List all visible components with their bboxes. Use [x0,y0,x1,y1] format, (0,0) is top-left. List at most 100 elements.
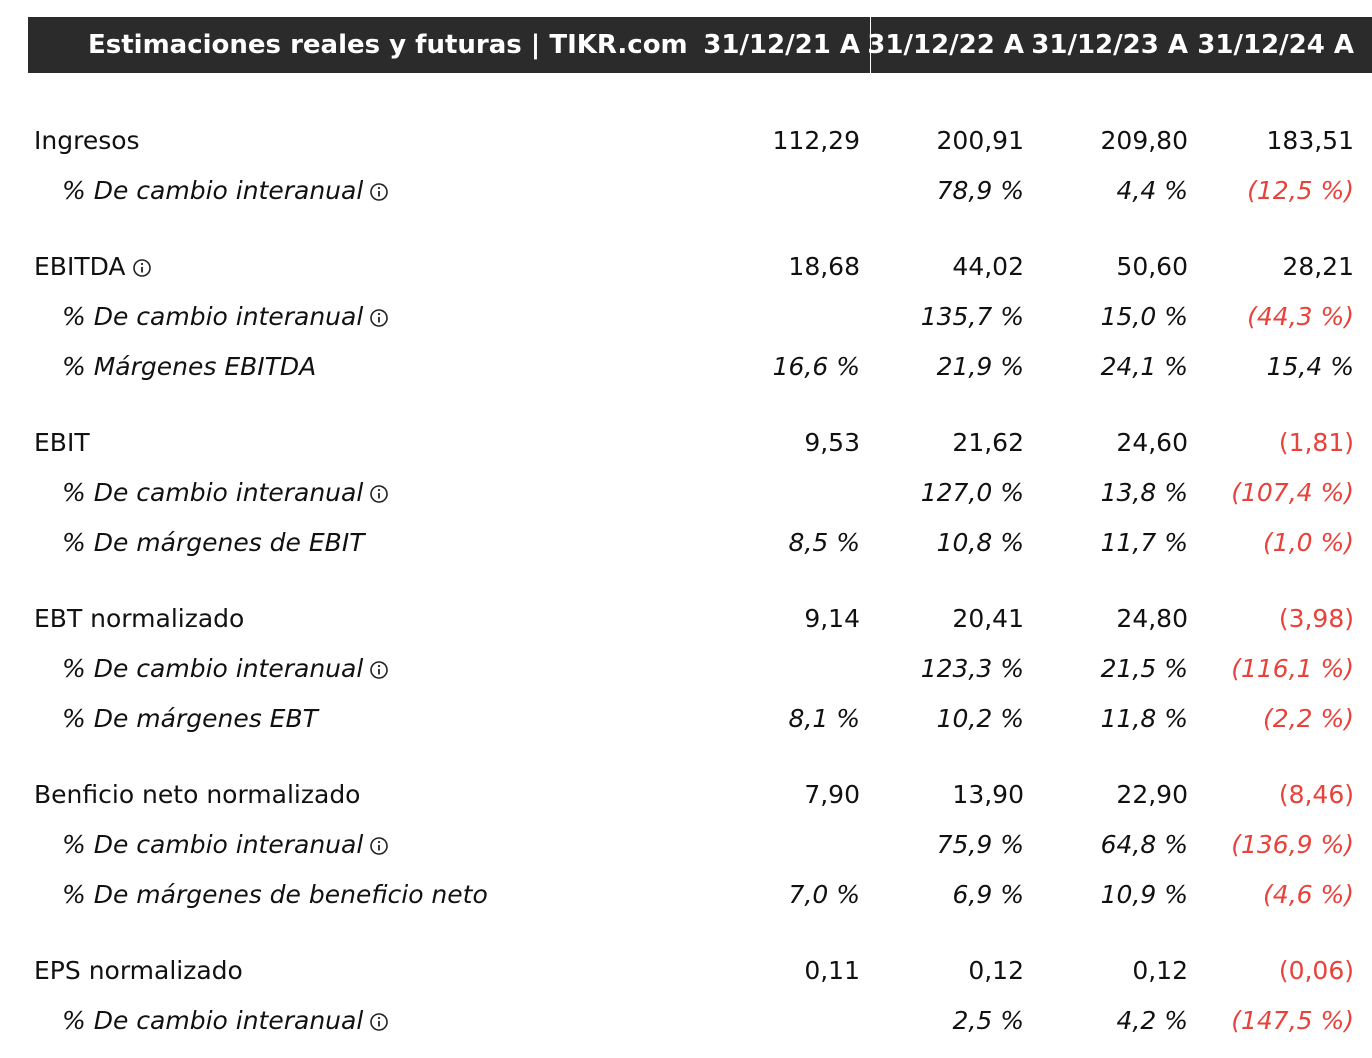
row-label-text: % De cambio interanual [62,830,364,859]
value-cell: 200,91 [936,126,1024,155]
value-cell: 21,62 [952,428,1024,457]
value-cell: 64,8 % [1100,830,1188,859]
row-label: Ingresos [34,124,140,158]
value-cell: 20,41 [952,604,1024,633]
value-cell: (116,1 %) [1231,654,1354,683]
row-label-text: Benficio neto normalizado [34,780,361,809]
value-cell: (107,4 %) [1231,478,1354,507]
value-cell: 75,9 % [936,830,1024,859]
value-cell: 24,60 [1116,428,1188,457]
row-label-text: % De cambio interanual [62,302,364,331]
value-cell: 4,4 % [1116,176,1188,205]
row-label-text: EBITDA [34,252,126,281]
value-cell: (8,46) [1278,780,1354,809]
value-cell: 50,60 [1116,252,1188,281]
value-cell: 112,29 [772,126,860,155]
value-cell: 18,68 [788,252,860,281]
info-icon[interactable] [132,258,152,278]
row-label-text: EBIT [34,428,90,457]
row-label: % De cambio interanual [62,1004,389,1038]
info-icon[interactable] [369,308,389,328]
value-cell: 2,5 % [952,1006,1024,1035]
row-label: EBT normalizado [34,602,244,636]
value-cell: 11,7 % [1100,528,1188,557]
value-cell: (1,0 %) [1263,528,1354,557]
value-cell: 24,1 % [1100,352,1188,381]
column-header: 31/12/24 A [1197,30,1354,60]
value-cell: 22,90 [1116,780,1188,809]
value-cell: 7,90 [804,780,860,809]
row-label: EBIT [34,426,90,460]
value-cell: 16,6 % [772,352,860,381]
value-cell: 127,0 % [920,478,1024,507]
value-cell: (12,5 %) [1247,176,1354,205]
value-cell: 135,7 % [920,302,1024,331]
row-label: % De cambio interanual [62,476,389,510]
value-cell: 15,4 % [1266,352,1354,381]
value-cell: (147,5 %) [1231,1006,1354,1035]
value-cell: 15,0 % [1100,302,1188,331]
value-cell: 209,80 [1100,126,1188,155]
value-cell: 0,11 [804,956,860,985]
row-label-text: EBT normalizado [34,604,245,633]
column-header: 31/12/23 A [1031,30,1188,60]
value-cell: 4,2 % [1116,1006,1188,1035]
row-label-text: % De márgenes de EBIT [62,528,365,557]
header-bar: Estimaciones reales y futuras | TIKR.com… [28,17,1372,73]
row-label-text: % De márgenes EBT [62,704,318,733]
value-cell: 0,12 [968,956,1024,985]
row-label-text: % De cambio interanual [62,654,364,683]
info-icon[interactable] [369,1012,389,1032]
column-header: 31/12/21 A [703,30,860,60]
value-cell: (0,06) [1278,956,1354,985]
value-cell: 6,9 % [952,880,1024,909]
row-label: % De cambio interanual [62,300,389,334]
value-cell: 9,53 [804,428,860,457]
value-cell: 44,02 [952,252,1024,281]
row-label-text: % De cambio interanual [62,176,364,205]
value-cell: 21,5 % [1100,654,1188,683]
row-label: % Márgenes EBITDA [62,350,316,384]
row-label: EBITDA [34,250,152,284]
info-icon[interactable] [369,836,389,856]
row-label: Benficio neto normalizado [34,778,360,812]
value-cell: 13,8 % [1100,478,1188,507]
row-label-text: % De cambio interanual [62,1006,364,1035]
value-cell: 0,12 [1132,956,1188,985]
value-cell: 8,5 % [788,528,860,557]
value-cell: (136,9 %) [1231,830,1354,859]
value-cell: (4,6 %) [1263,880,1354,909]
value-cell: 21,9 % [936,352,1024,381]
value-cell: (3,98) [1278,604,1354,633]
value-cell: 8,1 % [788,704,860,733]
row-label-text: EPS normalizado [34,956,243,985]
value-cell: 10,2 % [936,704,1024,733]
value-cell: 123,3 % [920,654,1024,683]
value-cell: (44,3 %) [1247,302,1354,331]
value-cell: (1,81) [1278,428,1354,457]
row-label: EPS normalizado [34,954,243,988]
row-label-text: % Márgenes EBITDA [62,352,317,381]
info-icon[interactable] [369,182,389,202]
row-label: % De cambio interanual [62,174,389,208]
value-cell: 9,14 [804,604,860,633]
row-label: % De márgenes de beneficio neto [62,878,488,912]
value-cell: (2,2 %) [1263,704,1354,733]
value-cell: 10,9 % [1100,880,1188,909]
value-cell: 7,0 % [788,880,860,909]
column-header: 31/12/22 A [867,30,1024,60]
value-cell: 78,9 % [936,176,1024,205]
info-icon[interactable] [369,484,389,504]
row-label-text: % De márgenes de beneficio neto [62,880,488,909]
column-separator [870,17,871,73]
value-cell: 11,8 % [1100,704,1188,733]
row-label: % De cambio interanual [62,828,389,862]
info-icon[interactable] [369,660,389,680]
value-cell: 28,21 [1282,252,1354,281]
row-label: % De márgenes EBT [62,702,318,736]
value-cell: 183,51 [1266,126,1354,155]
value-cell: 24,80 [1116,604,1188,633]
row-label: % De cambio interanual [62,652,389,686]
value-cell: 13,90 [952,780,1024,809]
